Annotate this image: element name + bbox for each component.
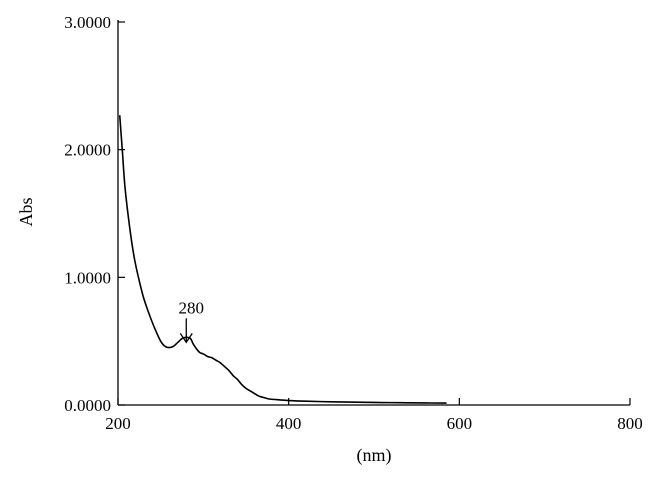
y-axis-title: Abs	[16, 197, 36, 226]
absorbance-curve	[118, 115, 447, 404]
peak-annotation-label: 280	[179, 298, 205, 317]
x-tick-label: 400	[276, 414, 302, 433]
plot-area: 0.0000 1.0000 2.0000 3.0000 200 400 600 800 28…	[64, 13, 643, 433]
x-axis-title: (nm)	[357, 445, 392, 466]
annotations: 280	[179, 298, 205, 344]
y-tick-label: 2.0000	[64, 141, 111, 160]
y-tick-label: 0.0000	[64, 396, 111, 415]
x-tick-label: 200	[105, 414, 131, 433]
y-tick-label: 1.0000	[64, 268, 111, 287]
x-axis-ticks: 200 400 600 800	[105, 398, 643, 433]
peak-arrow-head	[179, 332, 193, 344]
x-tick-label: 800	[617, 414, 643, 433]
y-axis-ticks: 0.0000 1.0000 2.0000 3.0000	[64, 13, 125, 415]
y-tick-label: 3.0000	[64, 13, 111, 32]
x-tick-label: 600	[447, 414, 473, 433]
